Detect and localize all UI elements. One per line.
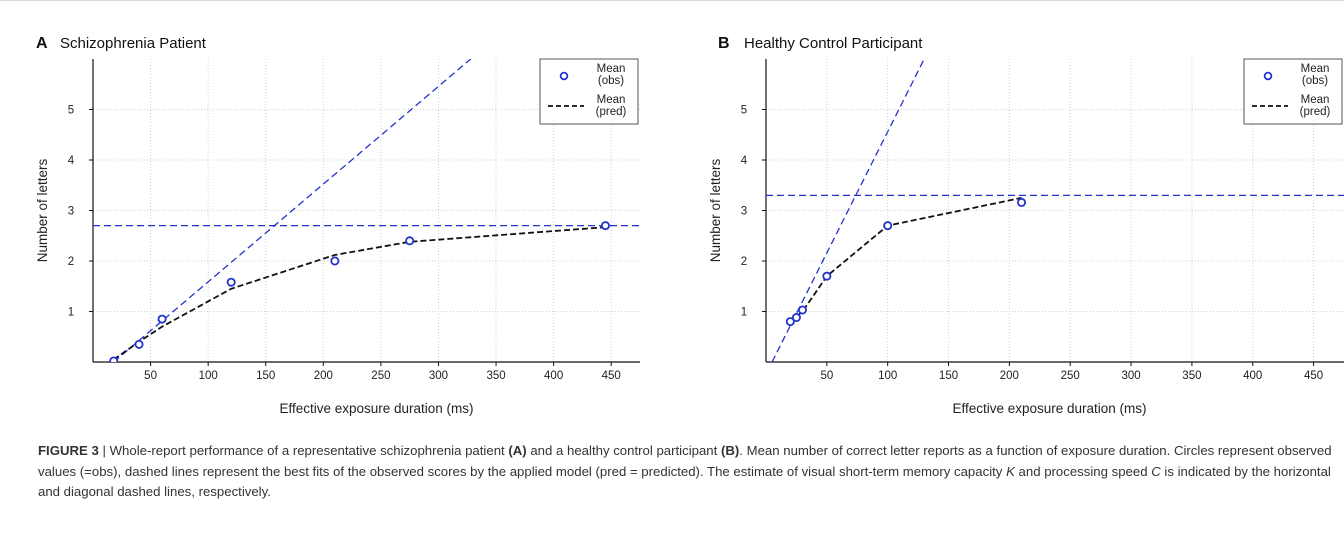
legend-pred-label-2: (pred) (1300, 106, 1331, 118)
caption-k-symbol: K (1006, 463, 1015, 479)
y-tick-label: 2 (68, 256, 74, 268)
legend-box (1243, 58, 1343, 125)
speed-c-line (113, 59, 472, 362)
x-tick-label: 350 (486, 370, 505, 382)
y-axis-label: Number of letters (708, 158, 723, 262)
x-tick-label: 250 (371, 370, 390, 382)
legend-pred-label-1: Mean (1301, 94, 1330, 106)
panel-a: A Schizophrenia Patient 50 100 150 200 250 300 3… (35, 35, 640, 416)
legend-obs-marker (559, 71, 569, 81)
y-tick-label: 4 (741, 155, 748, 167)
x-tick-label: 450 (1304, 370, 1323, 382)
caption-c-symbol: C (1151, 463, 1161, 479)
observed-point (600, 221, 610, 231)
caption-text-1: Whole-report performance of a representa… (109, 443, 509, 458)
legend-obs-label-1: Mean (1301, 63, 1330, 75)
observed-point (822, 271, 832, 281)
x-tick-label: 100 (199, 370, 218, 382)
caption-label: FIGURE 3 (38, 443, 99, 458)
x-axis-label: Effective exposure duration (ms) (952, 401, 1146, 416)
y-tick-label: 1 (68, 307, 74, 319)
caption-text-2: and a healthy control participant (526, 443, 721, 458)
x-tick-label: 200 (314, 370, 333, 382)
x-tick-label: 450 (602, 370, 621, 382)
plot-content (93, 59, 640, 362)
legend-pred-label-1: Mean (597, 94, 626, 106)
x-tick-label: 100 (878, 370, 897, 382)
observed-point (798, 305, 808, 315)
caption-text-5: is indicated by the horizontal and diago… (38, 463, 1331, 500)
x-tick-label: 400 (1243, 370, 1262, 382)
legend-obs-label-2: (obs) (1302, 75, 1328, 87)
observed-point (157, 314, 167, 324)
legend-obs-label-1: Mean (597, 63, 626, 75)
x-axis-label: Effective exposure duration (ms) (279, 401, 473, 416)
x-tick-label: 300 (1121, 370, 1140, 382)
observed-point (791, 313, 801, 323)
caption-text-4: and processing speed (1014, 463, 1152, 479)
x-tick-label: 150 (256, 370, 275, 382)
y-tick-label: 5 (741, 105, 747, 117)
x-tick-label: 50 (820, 370, 833, 382)
caption-separator: | (98, 443, 110, 458)
panel-letter: B (718, 35, 730, 52)
x-tick-label: 300 (429, 370, 448, 382)
y-tick-label: 5 (68, 105, 74, 117)
x-tick-label: 400 (544, 370, 563, 382)
caption-ref-a: (A) (508, 443, 527, 458)
y-tick-label: 3 (68, 206, 74, 218)
plot-content (766, 59, 1344, 362)
panel-title: Healthy Control Participant (744, 35, 923, 52)
predicted-line (113, 226, 606, 361)
panel-b: B Healthy Control Participant 50 100 150 200 2… (708, 35, 1344, 416)
caption-text-3: . Mean number of correct letter reports … (38, 443, 1332, 479)
x-tick-label: 150 (939, 370, 958, 382)
x-tick-label: 350 (1182, 370, 1201, 382)
observed-point (226, 277, 236, 287)
y-tick-label: 1 (741, 307, 747, 319)
observed-point (109, 356, 119, 362)
legend-obs-label-2: (obs) (598, 75, 624, 87)
panel-title: Schizophrenia Patient (60, 35, 207, 52)
y-axis-label: Number of letters (35, 158, 50, 262)
speed-c-line (771, 59, 925, 362)
x-tick-label: 200 (1000, 370, 1019, 382)
caption-ref-b: (B) (720, 443, 740, 458)
legend-pred-label-2: (pred) (596, 106, 627, 118)
legend-box (539, 58, 639, 125)
x-tick-label: 50 (144, 370, 157, 382)
observed-point (330, 256, 340, 266)
predicted-line (789, 196, 1022, 324)
observed-point (1017, 197, 1027, 207)
observed-point (785, 317, 795, 327)
observed-point (883, 221, 893, 231)
observed-point (405, 236, 415, 246)
y-tick-label: 2 (741, 256, 747, 268)
observed-point (134, 339, 144, 349)
panel-letter: A (36, 35, 48, 52)
y-tick-label: 4 (68, 155, 75, 167)
y-tick-label: 3 (741, 206, 747, 218)
legend-obs-marker (1263, 71, 1273, 81)
x-tick-label: 250 (1061, 370, 1080, 382)
figure-caption: FIGURE 3 | Whole-report performance of a… (38, 441, 1338, 503)
